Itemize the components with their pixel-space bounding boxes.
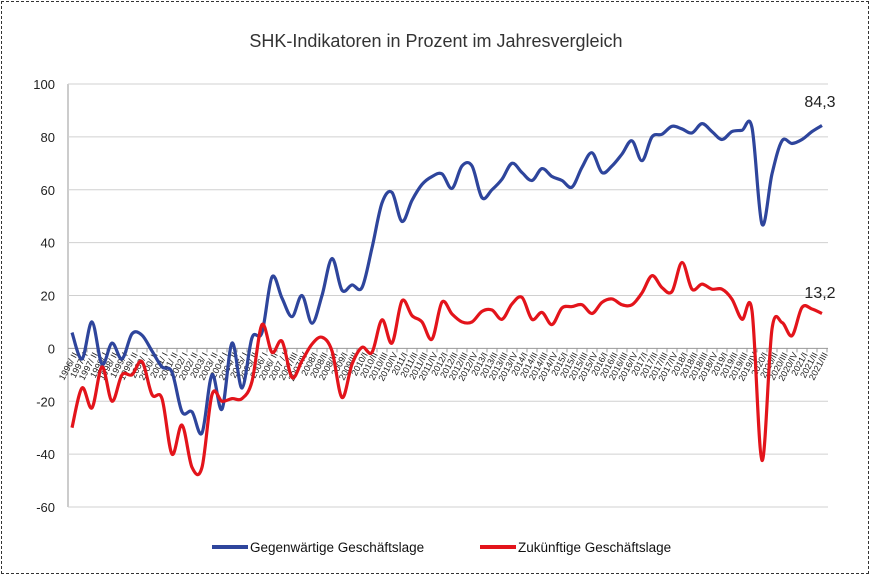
legend: Gegenwärtige Geschäftslage Zukünftige Ge… — [212, 540, 671, 555]
legend-label-gegenwaertig: Gegenwärtige Geschäftslage — [250, 540, 424, 555]
y-tick-label: -60 — [36, 500, 55, 515]
y-tick-label: 0 — [48, 341, 55, 356]
y-axis-ticks: -60 -40 -20 0 20 40 60 80 100 — [33, 77, 55, 515]
end-label-gegenwaertig: 84,3 — [804, 94, 835, 111]
end-label-zukuenftig: 13,2 — [804, 285, 835, 302]
chart-title: SHK-Indikatoren in Prozent im Jahresverg… — [249, 31, 622, 51]
y-tick-label: 100 — [33, 77, 55, 92]
legend-label-zukuenftig: Zukünftige Geschäftslage — [518, 540, 671, 555]
y-tick-label: 20 — [41, 289, 55, 304]
y-tick-label: 40 — [41, 236, 55, 251]
gridlines — [67, 83, 828, 508]
series-lines — [70, 119, 823, 477]
y-tick-label: 60 — [41, 183, 55, 198]
y-tick-label: 80 — [41, 130, 55, 145]
y-tick-label: -20 — [36, 394, 55, 409]
series-line-gegenwaertig — [70, 119, 823, 436]
y-tick-label: -40 — [36, 447, 55, 462]
